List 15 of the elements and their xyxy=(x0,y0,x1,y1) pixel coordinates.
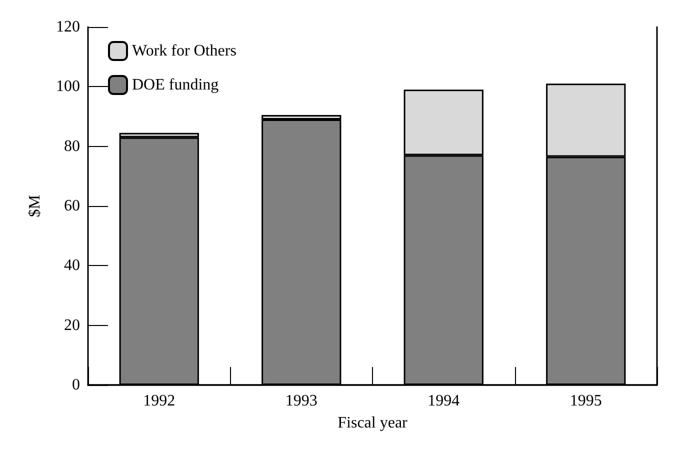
x-tick-label: 1994 xyxy=(428,392,460,410)
x-axis-title: Fiscal year xyxy=(338,414,408,432)
legend-label: DOE funding xyxy=(132,76,219,94)
y-tick-label: 0 xyxy=(72,376,80,394)
y-tick-label: 20 xyxy=(64,316,80,334)
x-tick-label: 1995 xyxy=(570,392,602,410)
y-tick-label: 40 xyxy=(64,257,80,274)
y-tick-label: 100 xyxy=(56,78,80,96)
y-tick-label: 80 xyxy=(64,138,80,155)
y-tick-label: 60 xyxy=(64,198,80,214)
legend-label: Work for Others xyxy=(132,42,236,60)
x-tick-label: 1993 xyxy=(285,392,318,410)
y-axis-title: $M xyxy=(26,194,44,218)
y-tick-label: 120 xyxy=(56,18,80,36)
x-tick-label: 1992 xyxy=(143,392,176,410)
